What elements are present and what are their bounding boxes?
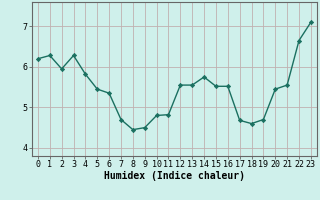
X-axis label: Humidex (Indice chaleur): Humidex (Indice chaleur) (104, 171, 245, 181)
